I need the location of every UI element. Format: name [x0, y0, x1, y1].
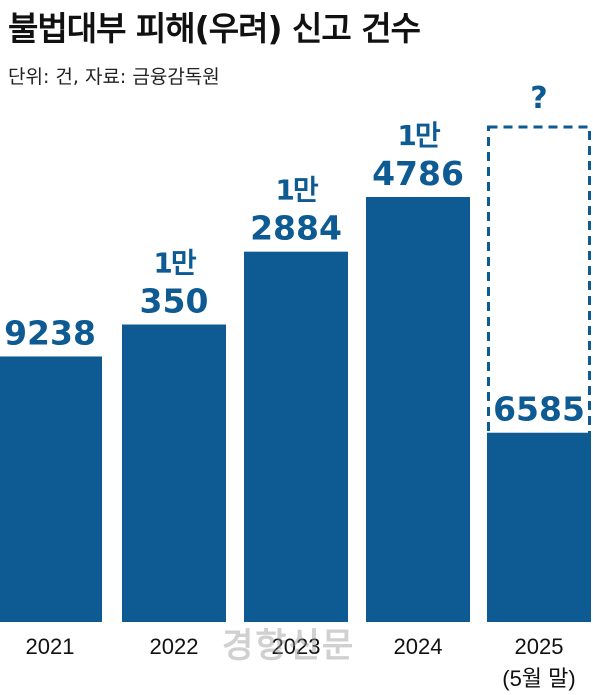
value-label-2024: 1만	[397, 119, 440, 152]
value-label-2022: 1만	[153, 247, 196, 280]
bar-2021	[0, 356, 102, 622]
watermark-logo: 경향신문	[222, 626, 356, 666]
value-label-2023: 1만	[275, 174, 318, 207]
chart-title: 불법대부 피해(우려) 신고 건수	[8, 9, 421, 48]
value-label-2023: 2884	[250, 209, 342, 248]
x-tick-label-2022: 2022	[150, 634, 199, 659]
value-label-2024: 4786	[372, 154, 464, 193]
bar-2023	[244, 251, 348, 622]
x-tick-label-2023: 2023	[272, 634, 321, 659]
value-label-2025: 6585	[493, 390, 585, 429]
x-tick-label-2025: 2025	[515, 634, 564, 659]
chart-subtitle: 단위: 건, 자료: 금융감독원	[8, 66, 220, 88]
x-tick-note-2025: (5월 말)	[502, 666, 575, 691]
x-tick-label-2021: 2021	[26, 634, 75, 659]
value-label-2021: 9238	[4, 313, 96, 352]
bar-2022	[122, 324, 226, 622]
bar-2024	[366, 197, 470, 622]
value-label-2022: 350	[140, 282, 209, 321]
x-tick-label-2024: 2024	[394, 634, 443, 659]
projected-question-mark: ?	[530, 81, 547, 116]
bar-2025	[487, 432, 591, 622]
